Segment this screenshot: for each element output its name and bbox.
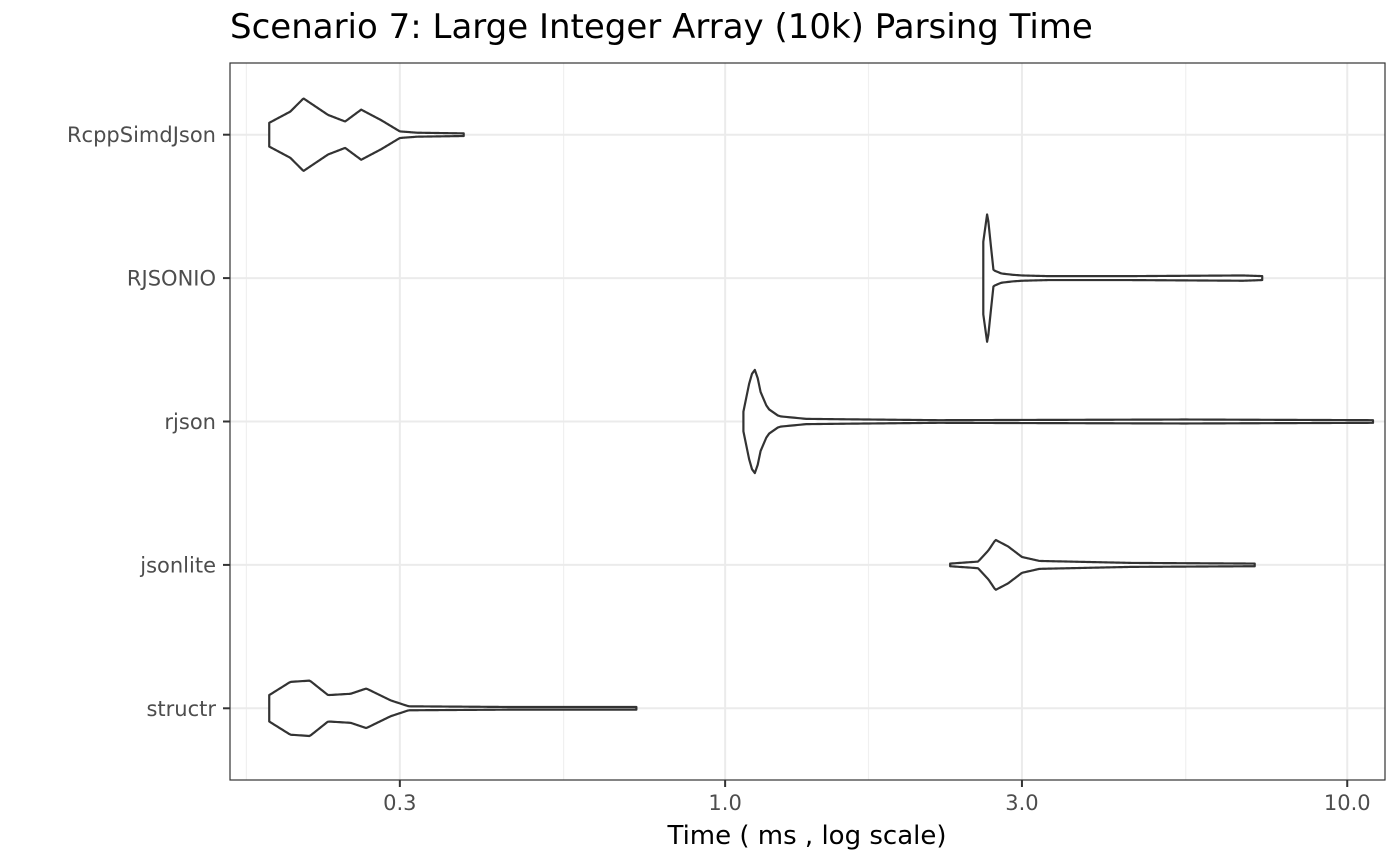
x-tick-label: 1.0	[708, 791, 741, 815]
x-axis: 0.3 1.0 3.0 10.0	[383, 780, 1371, 815]
violin-rjsonio	[982, 213, 1264, 343]
y-tick-label: RJSONIO	[127, 267, 216, 291]
x-tick-label: 3.0	[1005, 791, 1038, 815]
y-tick-label: jsonlite	[139, 553, 216, 577]
violin-rjson	[742, 368, 1375, 475]
chart-title: Scenario 7: Large Integer Array (10k) Pa…	[230, 7, 1093, 47]
violin-rcppsimdjson	[268, 97, 465, 172]
y-tick-label: structr	[146, 697, 216, 721]
x-tick-label: 10.0	[1324, 791, 1371, 815]
violin-jsonlite	[949, 538, 1256, 591]
x-tick-label: 0.3	[383, 791, 416, 815]
y-tick-label: RcppSimdJson	[67, 123, 216, 147]
violin-structr	[268, 679, 638, 738]
x-axis-title: Time ( ms , log scale)	[666, 821, 946, 851]
violin-series	[268, 97, 1375, 738]
y-tick-label: rjson	[164, 410, 216, 434]
y-axis: RcppSimdJson RJSONIO rjson jsonlite structr	[67, 123, 230, 721]
